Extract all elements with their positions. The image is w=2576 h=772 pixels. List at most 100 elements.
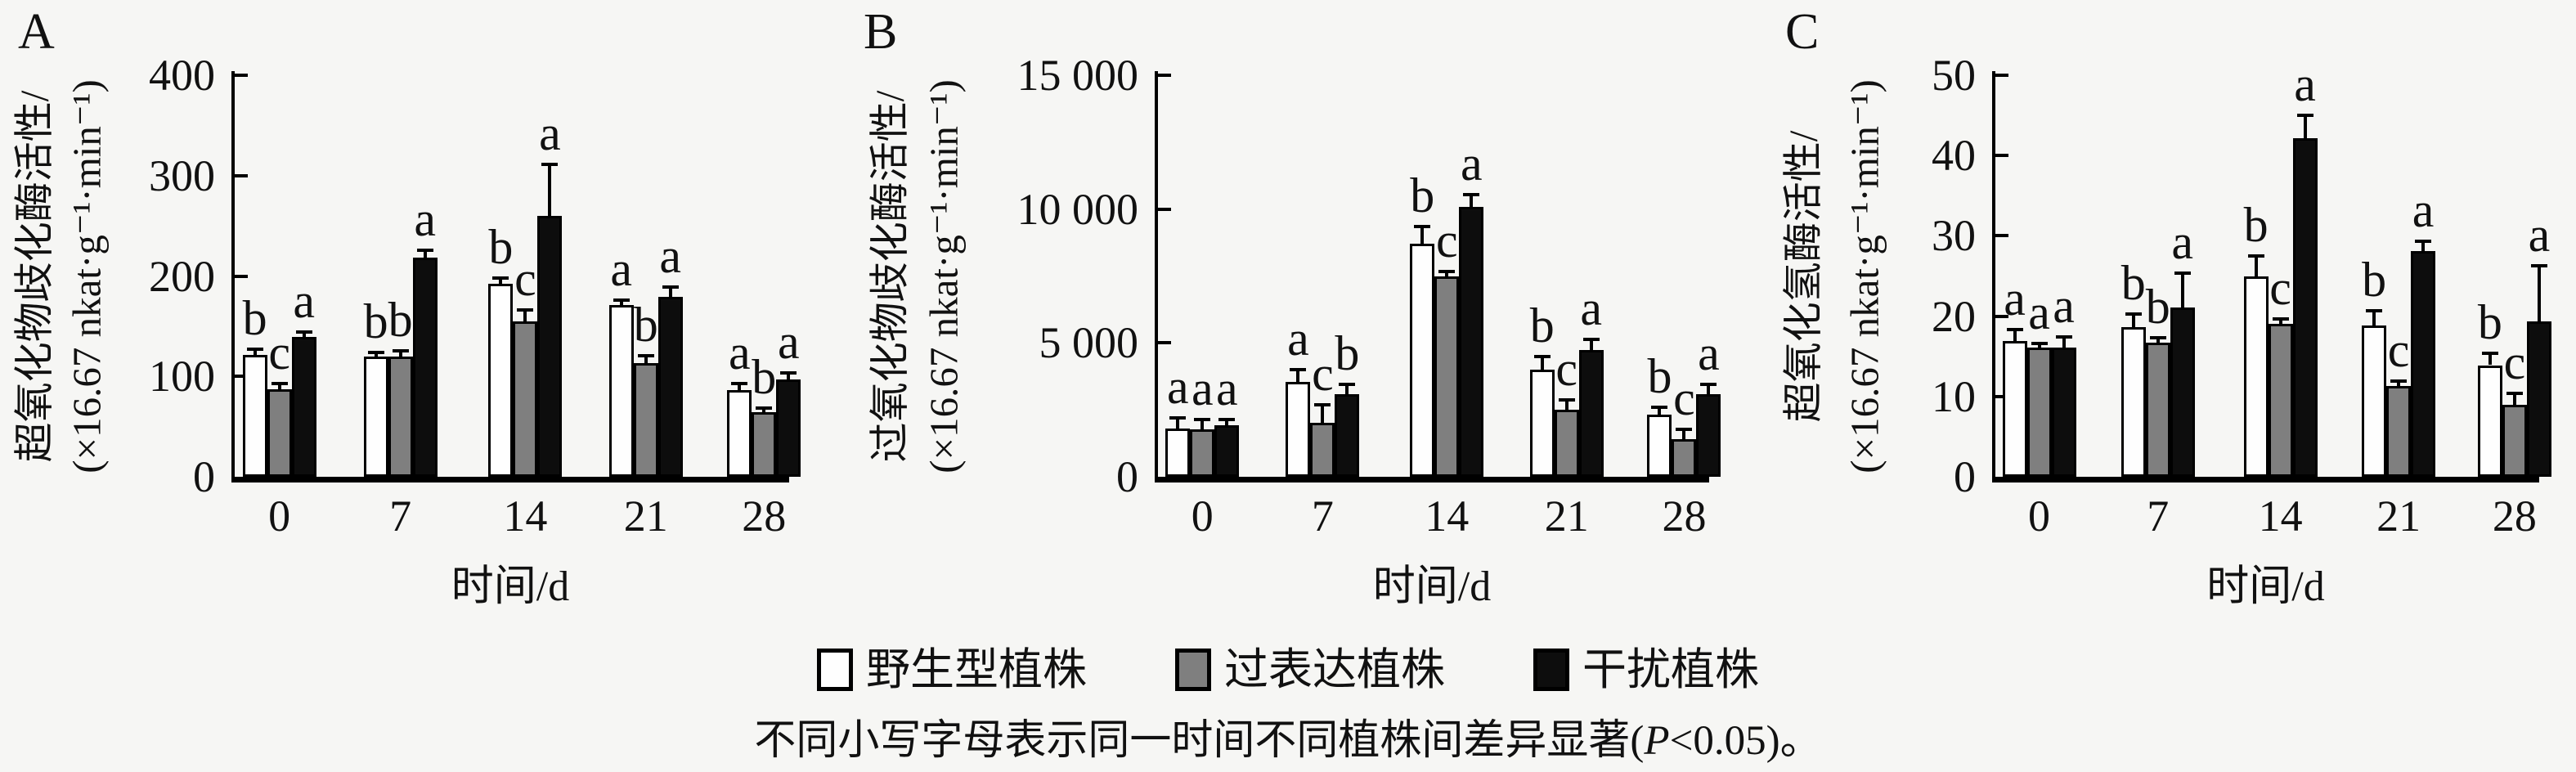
error-bar: [2037, 343, 2041, 348]
sig-letter: b: [2243, 197, 2269, 252]
error-bar-cap: [2506, 391, 2523, 395]
sig-letter: b: [1335, 325, 1360, 380]
bar: [1529, 369, 1555, 477]
error-bar: [374, 353, 378, 357]
sig-letter: c: [1435, 213, 1458, 268]
bar: [1214, 425, 1240, 477]
error-bar-cap: [2530, 263, 2547, 267]
legend-label-wild-type: 野生型植株: [866, 645, 1087, 694]
x-axis-line: [1155, 477, 1709, 482]
bar: [2002, 341, 2027, 477]
bar: [1459, 206, 1484, 477]
sig-letter: c: [2269, 260, 2291, 315]
error-bar-cap: [271, 382, 288, 386]
error-bar: [2062, 338, 2066, 348]
error-bar: [548, 165, 552, 216]
sig-letter: a: [1191, 361, 1214, 416]
y-tick-label: 300: [149, 150, 215, 200]
sig-letter: a: [2004, 272, 2026, 326]
error-bar: [1176, 419, 1180, 429]
x-tick-label: 7: [389, 491, 412, 541]
error-bar-cap: [1700, 383, 1717, 387]
bar: [1310, 423, 1335, 477]
error-bar: [1540, 357, 1544, 370]
bar: [488, 284, 514, 477]
error-bar-cap: [2272, 316, 2289, 321]
sig-letter: b: [2145, 280, 2170, 334]
sig-letter: c: [1555, 342, 1578, 397]
sig-letter: a: [1166, 360, 1189, 415]
sig-letter: a: [1580, 281, 1603, 336]
bar: [1190, 429, 1215, 477]
sig-letter: b: [1529, 298, 1555, 353]
x-tick-label: 14: [1425, 491, 1470, 541]
y-tick-label: 5 000: [1039, 318, 1139, 368]
error-bar-cap: [492, 276, 509, 281]
x-tick-label: 0: [2028, 491, 2051, 541]
error-bar-cap: [613, 298, 630, 303]
error-bar-cap: [2415, 240, 2432, 244]
error-bar-cap: [246, 348, 263, 352]
error-bar: [1470, 195, 1474, 207]
sig-letter: c: [514, 252, 536, 307]
error-bar-cap: [2390, 379, 2408, 384]
x-tick-label: 28: [742, 491, 787, 541]
error-bar-cap: [367, 351, 384, 355]
x-axis-title: 时间/d: [451, 563, 570, 610]
y-tick-label: 50: [1932, 51, 1976, 100]
error-bar-cap: [392, 348, 409, 352]
error-bar: [787, 373, 791, 379]
sig-letter: a: [610, 242, 633, 297]
error-bar-cap: [780, 370, 797, 375]
error-bar: [2372, 311, 2376, 326]
sig-letter: b: [363, 294, 388, 349]
error-bar-cap: [2247, 254, 2264, 258]
sig-letter: c: [268, 325, 290, 380]
error-bar: [2512, 393, 2516, 405]
sig-letter: b: [633, 297, 658, 352]
error-bar-cap: [1169, 416, 1187, 420]
y-tick-mark: [235, 375, 248, 379]
bar: [2386, 386, 2412, 477]
bar: [2243, 276, 2269, 477]
error-bar: [1296, 370, 1300, 382]
legend-swatch-interference-icon: [1533, 649, 1569, 691]
error-bar: [253, 350, 257, 356]
error-bar: [2131, 314, 2135, 328]
y-tick-label: 0: [193, 452, 215, 501]
sig-letter: a: [2294, 57, 2316, 112]
error-bar-cap: [1414, 224, 1431, 228]
error-bar-cap: [2055, 335, 2072, 339]
x-tick-label: 28: [2492, 491, 2537, 541]
legend: 野生型植株 过表达植株 干扰植株: [817, 648, 1759, 692]
legend-swatch-overexpression-icon: [1175, 649, 1211, 691]
legend-item-wild-type: 野生型植株: [817, 648, 1087, 692]
x-tick-label: 0: [268, 491, 291, 541]
error-bar-cap: [2296, 114, 2313, 118]
error-bar-cap: [1339, 382, 1356, 386]
bar: [2526, 321, 2551, 477]
bar: [2120, 327, 2146, 477]
sig-letter: c: [2503, 334, 2526, 389]
bar: [2026, 347, 2052, 477]
error-bar-cap: [637, 353, 654, 357]
sig-letter: a: [659, 229, 682, 284]
error-bar: [1658, 407, 1662, 415]
sig-letter: b: [2362, 252, 2387, 307]
error-bar: [2254, 256, 2258, 277]
error-bar-cap: [416, 248, 433, 252]
error-bar: [302, 333, 306, 338]
y-tick-mark: [1995, 234, 2008, 238]
error-bar: [423, 250, 427, 258]
bar: [1578, 349, 1604, 477]
error-bar: [644, 356, 648, 364]
panel-letter-A: A: [18, 4, 55, 60]
bar: [537, 215, 563, 477]
y-axis-line: [1992, 71, 1995, 477]
sig-letter: c: [2387, 323, 2410, 378]
error-bar-cap: [2006, 328, 2023, 332]
legend-label-overexpression: 过表达植株: [1224, 645, 1445, 694]
error-bar: [2397, 382, 2401, 387]
panel-letter-B: B: [864, 4, 898, 60]
error-bar-cap: [541, 163, 559, 167]
